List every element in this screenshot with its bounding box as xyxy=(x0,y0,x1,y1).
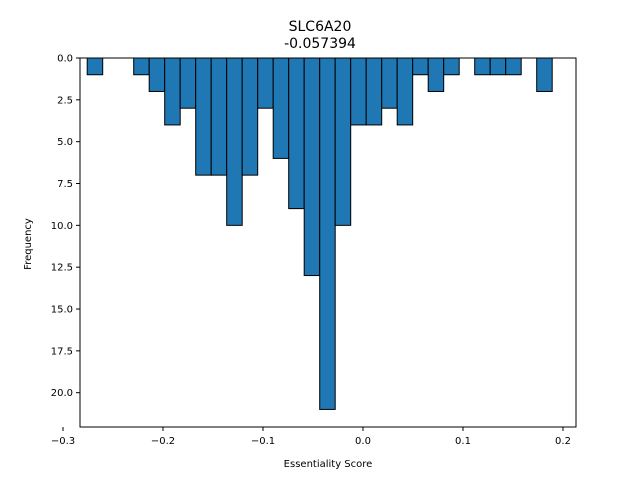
y-tick-label: 5.0 xyxy=(57,137,73,148)
histogram-bar xyxy=(443,57,460,76)
histogram-bar xyxy=(148,57,166,92)
histogram-bar xyxy=(381,57,398,109)
bars-group xyxy=(86,57,553,410)
histogram-bar xyxy=(536,57,553,92)
histogram-bar xyxy=(350,57,367,126)
histogram-bar xyxy=(241,57,259,176)
x-tick-label: 0.0 xyxy=(355,436,371,447)
plot-frame xyxy=(79,57,577,428)
histogram-bar xyxy=(86,57,104,76)
histogram-bar xyxy=(474,57,491,76)
y-tick-label: 17.5 xyxy=(51,346,73,357)
axes-group: −0.3 −0.2 −0.1 0.0 0.1 0.2 0.0 2.5 5.0 7.5 10.0 12.… xyxy=(51,54,577,447)
x-tick-label: −0.3 xyxy=(51,436,75,447)
y-axis-label: Frequency xyxy=(23,218,34,270)
histogram-bar xyxy=(427,57,445,92)
histogram-bar xyxy=(365,57,383,126)
x-tick-label: 0.1 xyxy=(455,436,471,447)
histogram-bar xyxy=(195,57,212,176)
x-axis-label: Essentiality Score xyxy=(284,459,373,470)
histogram-bar xyxy=(164,57,181,126)
y-tick-label: 20.0 xyxy=(51,388,73,399)
histogram-bar xyxy=(412,57,429,76)
x-tick-label: −0.2 xyxy=(151,436,175,447)
histogram-bar xyxy=(226,57,243,226)
x-tick-label: −0.1 xyxy=(251,436,275,447)
histogram-bar xyxy=(272,57,290,159)
chart-subtitle: -0.057394 xyxy=(284,36,356,52)
histogram-bar xyxy=(133,57,150,76)
x-tick-label: 0.2 xyxy=(555,436,571,447)
histogram-bar xyxy=(505,57,522,76)
y-tick-label: 2.5 xyxy=(57,95,73,106)
y-tick-label: 15.0 xyxy=(51,305,73,316)
histogram-bar xyxy=(396,57,414,126)
histogram-bar xyxy=(303,57,321,277)
y-tick-label: 0.0 xyxy=(57,54,73,65)
histogram-bar xyxy=(179,57,197,109)
chart-title: SLC6A20 xyxy=(289,19,352,35)
histogram-bar xyxy=(334,57,352,226)
histogram-bar xyxy=(489,57,507,76)
y-tick-label: 12.5 xyxy=(51,263,73,274)
histogram-bar xyxy=(257,57,274,109)
histogram-bar xyxy=(288,57,305,210)
histogram-bar xyxy=(210,57,228,176)
y-tick-label: 7.5 xyxy=(57,179,73,190)
histogram-bar xyxy=(319,57,336,410)
y-tick-label: 10.0 xyxy=(51,221,73,232)
